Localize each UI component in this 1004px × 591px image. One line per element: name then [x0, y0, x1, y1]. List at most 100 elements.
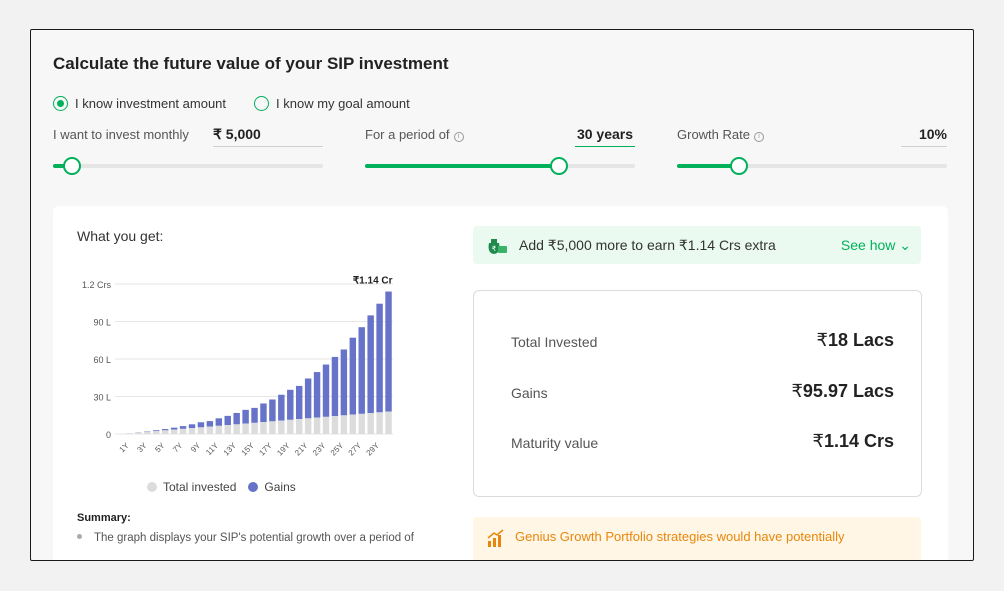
bar-gains: [233, 412, 240, 425]
page-title: Calculate the future value of your SIP i…: [53, 54, 449, 73]
bar-invested: [126, 433, 133, 434]
bar-gains: [278, 394, 285, 421]
bar-invested: [278, 420, 285, 434]
bar-invested: [242, 423, 249, 434]
period-slider[interactable]: [365, 157, 635, 175]
x-tick-label: 19Y: [275, 441, 292, 458]
bar-gains: [206, 421, 214, 427]
slider-thumb[interactable]: [550, 157, 569, 175]
stats-card: Total Invested ₹18 Lacs Gains ₹95.97 Lac…: [473, 290, 922, 497]
upsell-text: Add ₹5,000 more to earn ₹1.14 Crs extra: [519, 237, 776, 253]
period-field: For a period of i 30 years: [365, 126, 635, 148]
bar-invested: [206, 426, 214, 434]
bar-invested: [358, 413, 365, 434]
monthly-field: I want to invest monthly ₹ 5,000: [53, 126, 323, 148]
monthly-input[interactable]: ₹ 5,000: [213, 126, 323, 147]
bar-invested: [367, 413, 374, 434]
slider-thumb[interactable]: [730, 157, 749, 175]
growth-input[interactable]: 10%: [901, 126, 947, 147]
stat-label: Total Invested: [511, 334, 598, 350]
bar-invested: [349, 414, 357, 434]
chart-legend: Total invested Gains: [147, 480, 308, 494]
see-how-link[interactable]: See how ⌄: [840, 237, 911, 253]
summary-heading: Summary:: [77, 512, 131, 524]
x-tick-label: 29Y: [365, 441, 382, 458]
svg-text:₹: ₹: [492, 245, 497, 253]
bar-invested: [376, 412, 383, 434]
bar-invested: [313, 417, 321, 434]
bar-gains: [260, 403, 267, 422]
upsell-banner: ₹ Add ₹5,000 more to earn ₹1.14 Crs extr…: [473, 226, 921, 264]
bar-gains: [215, 418, 223, 426]
x-tick-label: 5Y: [153, 441, 167, 455]
radio-unselected-icon: [254, 96, 270, 111]
stat-total-invested: Total Invested ₹18 Lacs: [511, 330, 894, 354]
bar-gains: [313, 372, 321, 418]
bar-invested: [197, 427, 205, 434]
y-tick-label: 1.2 Crs: [82, 280, 112, 290]
x-tick-label: 27Y: [347, 441, 364, 458]
x-tick-label: 17Y: [257, 441, 274, 458]
radio-label: I know investment amount: [75, 96, 227, 111]
bar-gains: [197, 422, 205, 428]
bar-invested: [161, 430, 169, 434]
bar-gains: [287, 389, 294, 420]
peak-value-label: ₹1.14 Cr: [353, 276, 393, 287]
bar-invested: [260, 422, 267, 434]
info-icon[interactable]: i: [453, 132, 464, 142]
x-tick-label: 13Y: [222, 441, 239, 458]
legend-dot-icon: [248, 482, 259, 492]
y-tick-label: 30 L: [93, 393, 111, 403]
money-bag-icon: ₹: [488, 239, 507, 254]
promo-text: Genius Growth Portfolio strategies would…: [515, 529, 845, 544]
bar-gains: [161, 429, 169, 431]
bar-gains: [331, 356, 339, 416]
slider-thumb[interactable]: [62, 157, 81, 175]
bar-gains: [376, 303, 383, 413]
x-tick-label: 11Y: [204, 441, 220, 457]
bar-invested: [179, 428, 187, 434]
period-label: For a period of i: [365, 127, 464, 142]
bar-gains: [385, 291, 392, 412]
bar-gains: [349, 337, 357, 415]
bar-gains: [295, 385, 303, 419]
x-tick-label: 3Y: [135, 441, 149, 455]
y-tick-label: 90 L: [93, 318, 111, 328]
period-input[interactable]: 30 years: [575, 126, 635, 147]
summary-text: The graph displays your SIP's potential …: [77, 532, 414, 544]
radio-investment-amount[interactable]: I know investment amount: [53, 96, 226, 111]
growth-slider[interactable]: [677, 157, 947, 175]
stat-gains: Gains ₹95.97 Lacs: [511, 381, 894, 405]
x-tick-label: 15Y: [240, 441, 257, 458]
bar-gains: [224, 415, 231, 425]
stat-value: ₹95.97 Lacs: [791, 381, 894, 401]
bar-invested: [304, 418, 312, 434]
bar-invested: [295, 419, 303, 434]
sip-calculator: Calculate the future value of your SIP i…: [30, 29, 974, 561]
bar-gains: [242, 409, 249, 424]
slider-fill: [53, 164, 72, 168]
bar-gains: [188, 424, 196, 428]
monthly-slider[interactable]: [53, 157, 323, 175]
promo-banner: Genius Growth Portfolio strategies would…: [473, 517, 921, 560]
stat-label: Maturity value: [511, 435, 599, 451]
bar-invested: [340, 415, 348, 434]
slider-fill: [365, 164, 560, 168]
results-panel: What you get: 0 30 L 60 L 90 L 1.2 Crs ₹1.14 …: [53, 206, 948, 560]
bar-invested: [287, 419, 294, 434]
bar-gains: [179, 426, 187, 429]
bar-invested: [170, 429, 178, 434]
bar-invested: [153, 431, 160, 434]
radio-goal-amount[interactable]: I know my goal amount: [254, 96, 410, 111]
stat-maturity-value: Maturity value ₹1.14 Crs: [511, 431, 894, 455]
info-icon[interactable]: i: [753, 132, 764, 142]
bar-invested: [188, 428, 196, 434]
bar-gains: [251, 407, 258, 423]
x-tick-label: 25Y: [329, 441, 346, 458]
x-tick-label: 21Y: [293, 441, 310, 458]
bullet-icon: [77, 534, 82, 539]
mode-selector: I know investment amount I know my goal …: [53, 96, 438, 111]
monthly-label: I want to invest monthly: [53, 127, 189, 142]
bar-gains: [153, 430, 160, 431]
bar-invested: [322, 416, 330, 434]
